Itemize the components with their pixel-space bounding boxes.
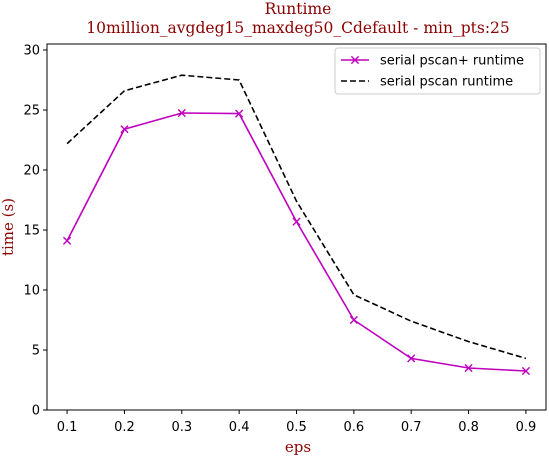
x-tick-label: 0.8 <box>458 420 479 435</box>
y-axis-label: time (s) <box>0 198 17 256</box>
chart-title: Runtime <box>265 0 332 18</box>
data-point-marker <box>350 316 357 323</box>
y-tick-label: 15 <box>23 224 40 239</box>
x-axis-ticks: 0.1 0.2 0.3 0.4 0.5 0.6 0.7 0.8 0.9 <box>57 410 537 435</box>
legend-label: serial pscan runtime <box>380 75 513 90</box>
x-tick-label: 0.9 <box>516 420 537 435</box>
y-tick-label: 30 <box>23 44 40 59</box>
data-point-marker <box>293 218 300 225</box>
y-tick-label: 10 <box>23 284 40 299</box>
x-tick-label: 0.1 <box>57 420 78 435</box>
y-tick-label: 20 <box>23 164 40 179</box>
x-tick-label: 0.5 <box>286 420 307 435</box>
x-axis-label: eps <box>285 438 311 456</box>
y-tick-label: 5 <box>32 344 40 359</box>
y-tick-label: 25 <box>23 104 40 119</box>
plot-area-frame <box>47 44 546 410</box>
x-tick-label: 0.3 <box>171 420 192 435</box>
series-layer <box>63 75 529 374</box>
legend-label: serial pscan+ runtime <box>380 54 524 69</box>
y-axis-ticks: 0 5 10 15 20 25 30 <box>23 44 47 419</box>
x-tick-label: 0.7 <box>401 420 422 435</box>
series-line-1 <box>67 113 526 371</box>
chart-subtitle: 10million_avgdeg15_maxdeg50_Cdefault - m… <box>86 19 510 37</box>
x-tick-label: 0.6 <box>344 420 365 435</box>
y-tick-label: 0 <box>32 404 40 419</box>
legend: serial pscan+ runtime serial pscan runtim… <box>335 48 540 94</box>
x-tick-label: 0.2 <box>114 420 135 435</box>
x-tick-label: 0.4 <box>229 420 250 435</box>
data-point-marker <box>63 237 70 244</box>
series-line-2 <box>67 75 526 358</box>
